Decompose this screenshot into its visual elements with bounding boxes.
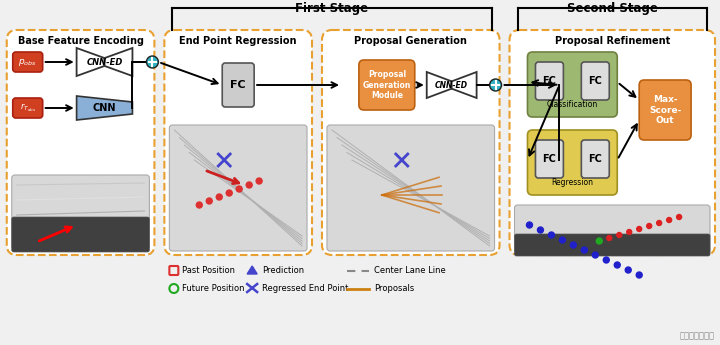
Polygon shape <box>247 266 257 274</box>
Circle shape <box>559 237 565 243</box>
Text: Center Lane Line: Center Lane Line <box>374 266 446 275</box>
Text: 自动驾驶之家网: 自动驾驶之家网 <box>680 331 715 340</box>
Text: Max-
Score-
Out: Max- Score- Out <box>649 95 681 125</box>
Circle shape <box>146 56 158 68</box>
FancyBboxPatch shape <box>515 234 710 256</box>
FancyBboxPatch shape <box>536 62 563 100</box>
Circle shape <box>625 267 631 273</box>
Circle shape <box>603 257 609 263</box>
Text: CNN-ED: CNN-ED <box>86 58 122 67</box>
FancyBboxPatch shape <box>510 30 715 255</box>
FancyBboxPatch shape <box>6 30 154 255</box>
Circle shape <box>607 236 612 240</box>
FancyBboxPatch shape <box>581 140 609 178</box>
Circle shape <box>581 247 588 253</box>
Text: $p_{obs}$: $p_{obs}$ <box>18 57 37 68</box>
Text: FC: FC <box>542 154 557 164</box>
Text: Second Stage: Second Stage <box>567 2 657 15</box>
Text: Regression: Regression <box>552 178 593 187</box>
Text: Proposals: Proposals <box>374 284 414 293</box>
Text: Prediction: Prediction <box>262 266 305 275</box>
Circle shape <box>570 242 576 248</box>
Text: Classification: Classification <box>546 100 598 109</box>
Circle shape <box>647 224 652 228</box>
Circle shape <box>667 217 672 223</box>
FancyBboxPatch shape <box>13 52 42 72</box>
Text: FC: FC <box>230 80 246 90</box>
FancyBboxPatch shape <box>359 60 415 110</box>
Polygon shape <box>76 48 104 76</box>
Text: CNN: CNN <box>93 103 116 113</box>
FancyBboxPatch shape <box>515 205 710 253</box>
Text: FC: FC <box>588 154 602 164</box>
Circle shape <box>596 238 603 244</box>
Text: $r_{T_{abs}}$: $r_{T_{abs}}$ <box>19 102 36 114</box>
FancyBboxPatch shape <box>536 140 563 178</box>
Circle shape <box>617 233 622 237</box>
FancyBboxPatch shape <box>13 98 42 118</box>
Polygon shape <box>451 72 477 98</box>
Circle shape <box>246 182 252 188</box>
Circle shape <box>236 186 242 192</box>
FancyBboxPatch shape <box>322 30 500 255</box>
Circle shape <box>256 178 262 184</box>
Circle shape <box>636 227 642 231</box>
Circle shape <box>206 198 212 204</box>
Text: FC: FC <box>588 76 602 86</box>
Text: CNN-ED: CNN-ED <box>435 80 468 89</box>
Circle shape <box>657 220 662 226</box>
Circle shape <box>216 194 222 200</box>
FancyBboxPatch shape <box>222 63 254 107</box>
Polygon shape <box>104 48 132 76</box>
Text: Proposal Generation: Proposal Generation <box>354 36 467 46</box>
Text: Regressed End Point: Regressed End Point <box>262 284 348 293</box>
Circle shape <box>526 222 533 228</box>
Circle shape <box>626 229 631 235</box>
Text: First Stage: First Stage <box>295 2 369 15</box>
FancyBboxPatch shape <box>327 125 495 251</box>
Polygon shape <box>76 96 132 120</box>
FancyBboxPatch shape <box>639 80 691 140</box>
Text: Future Position: Future Position <box>182 284 245 293</box>
FancyBboxPatch shape <box>164 30 312 255</box>
Circle shape <box>537 227 544 233</box>
Text: Proposal Refinement: Proposal Refinement <box>554 36 670 46</box>
Circle shape <box>549 232 554 238</box>
Circle shape <box>490 79 502 91</box>
Text: Proposal
Generation
Module: Proposal Generation Module <box>363 70 411 100</box>
Text: Past Position: Past Position <box>182 266 235 275</box>
Circle shape <box>593 252 598 258</box>
Circle shape <box>197 202 202 208</box>
FancyBboxPatch shape <box>12 175 150 249</box>
Polygon shape <box>427 72 451 98</box>
FancyBboxPatch shape <box>581 62 609 100</box>
Text: End Point Regression: End Point Regression <box>179 36 297 46</box>
Circle shape <box>636 272 642 278</box>
FancyBboxPatch shape <box>12 217 150 252</box>
FancyBboxPatch shape <box>528 130 617 195</box>
FancyBboxPatch shape <box>528 52 617 117</box>
Circle shape <box>226 190 233 196</box>
FancyBboxPatch shape <box>169 125 307 251</box>
Text: Base Feature Encoding: Base Feature Encoding <box>17 36 143 46</box>
Circle shape <box>614 262 620 268</box>
Text: FC: FC <box>542 76 557 86</box>
Circle shape <box>677 215 682 219</box>
